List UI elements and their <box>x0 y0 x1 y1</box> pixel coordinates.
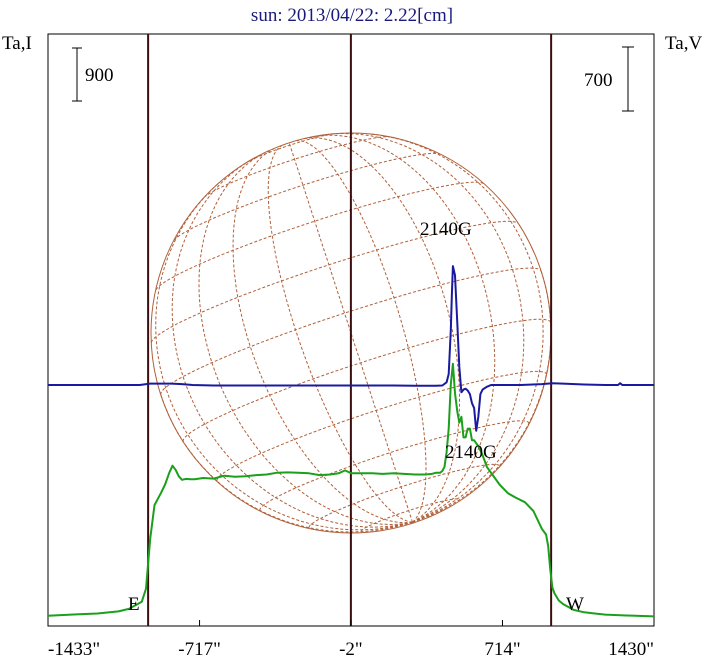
longitude-line <box>296 140 427 523</box>
longitude-line <box>155 182 413 531</box>
latitude-line <box>182 318 552 442</box>
annotation-v-field: 2140G <box>445 442 497 463</box>
x-tick-label: -2" <box>339 639 363 660</box>
left-scale-bar <box>72 47 82 102</box>
longitude-line <box>160 394 413 533</box>
longitude-line <box>310 134 496 523</box>
right-scale-bar-label: 700 <box>584 70 613 91</box>
series-line-ta-v <box>48 265 654 432</box>
x-tick-label: 714" <box>484 639 520 660</box>
annotation-i-field: 2140G <box>420 219 472 240</box>
x-tick-label: -717" <box>178 639 221 660</box>
longitude-line <box>304 137 460 523</box>
series-line-ta-i <box>47 362 655 618</box>
longitude-line <box>171 156 413 528</box>
left-axis-label: Ta,I <box>2 33 32 54</box>
latitude-line <box>245 133 336 164</box>
latitude-line <box>203 136 391 198</box>
latitude-line <box>173 152 440 241</box>
east-limb-label: E <box>128 594 140 615</box>
solar-disk-grid <box>150 132 552 534</box>
x-tick-label: 1430" <box>608 639 654 660</box>
latitude-line <box>155 181 484 291</box>
longitude-line <box>232 147 413 524</box>
latitude-line <box>160 267 542 395</box>
x-axis-ticks: -1433" -717" -2" 714" 1430" <box>47 620 655 660</box>
longitude-line <box>267 145 413 523</box>
longitude-line <box>198 150 413 526</box>
latitude-line <box>259 420 530 511</box>
vertical-markers <box>147 34 553 626</box>
longitude-line <box>288 142 413 523</box>
west-limb-label: W <box>566 594 584 615</box>
longitude-line <box>368 133 544 523</box>
chart-title: sun: 2013/04/22: 2.22[cm] <box>251 5 453 26</box>
right-axis-label: Ta,V <box>665 33 702 54</box>
right-scale-bar <box>622 46 634 112</box>
series-layer <box>47 265 655 618</box>
longitude-line <box>324 132 525 523</box>
x-tick-label: -1433" <box>48 639 100 660</box>
left-scale-bar-label: 900 <box>85 65 114 86</box>
